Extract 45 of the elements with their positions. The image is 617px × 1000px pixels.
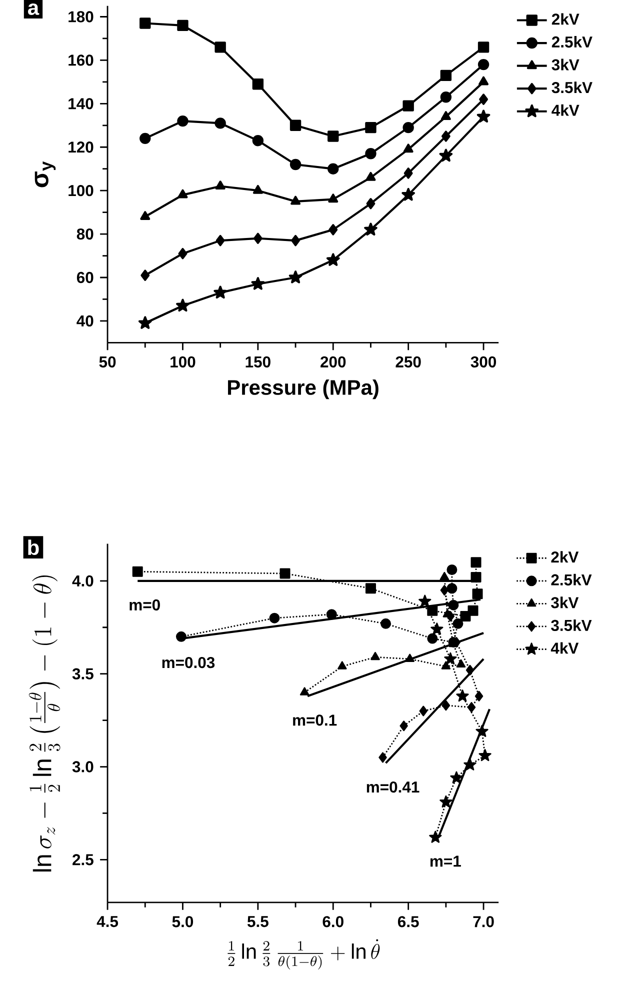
x-tick-label: 300 (470, 356, 496, 368)
x-tick-label: 7.0 (473, 916, 494, 928)
legend-label: 3kV (551, 596, 579, 608)
y-tick-label: 40 (76, 315, 94, 327)
y-tick-label: 100 (68, 184, 94, 196)
x-axis-title: $\frac{1}{2}\ln\frac{2}{3}\,\frac{1}{\theta(1-\theta)}+\ln\dot{\theta}$ (228, 939, 380, 970)
y-tick-label: 3.5 (72, 668, 94, 680)
x-tick-label: 5.0 (172, 916, 194, 928)
legend-label: 2kV (551, 551, 579, 563)
y-tick-label: 160 (68, 54, 94, 66)
x-tick-label: 5.5 (248, 916, 269, 928)
legend-label: 3.5kV (552, 82, 593, 94)
y-tick-label: 140 (68, 98, 94, 110)
legend-label: 2.5kV (551, 574, 592, 586)
annotation: m=0.1 (293, 714, 337, 726)
y-tick-label: 4.0 (72, 575, 94, 587)
text: b (28, 540, 39, 556)
annotation: m=0 (130, 599, 160, 611)
legend-label: 4kV (552, 104, 580, 116)
annotation: m=0.03 (162, 656, 215, 668)
x-tick-label: 250 (396, 356, 421, 368)
y-axis-title: σ$_{y}$ (35, 161, 56, 188)
y-tick-label: 120 (68, 142, 94, 153)
x-tick-label: 50 (99, 356, 116, 368)
y-tick-label: 3.0 (72, 761, 94, 772)
x-tick-label: 200 (320, 356, 346, 368)
text: a (28, 3, 40, 15)
x-tick-label: 6.5 (398, 916, 419, 928)
legend-label: 2.5kV (552, 36, 593, 48)
x-tick-label: 150 (246, 356, 271, 368)
x-tick-label: 6.0 (322, 916, 344, 928)
annotation: m=1 (430, 856, 462, 867)
y-tick-label: 80 (76, 228, 94, 240)
legend-label: 4kV (551, 642, 579, 654)
legend-label: 2kV (552, 13, 580, 25)
annotation: m=0.41 (367, 781, 420, 793)
y-tick-label: 60 (77, 272, 94, 284)
legend-label: 3kV (552, 58, 580, 70)
y-tick-label: 2.5 (72, 854, 94, 866)
x-axis-title: Pressure (MPa) (228, 380, 379, 400)
legend-label: 3.5kV (551, 619, 592, 632)
y-axis-title: $\ln\sigma_z-\frac{1}{2}\ln\frac{2}{3}\left(\frac{1-\theta}{\theta}\right)-(1-\theta)$ (29, 576, 60, 872)
x-tick-label: 100 (170, 356, 196, 368)
y-tick-label: 180 (68, 11, 94, 22)
x-tick-label: 4.5 (96, 916, 118, 928)
